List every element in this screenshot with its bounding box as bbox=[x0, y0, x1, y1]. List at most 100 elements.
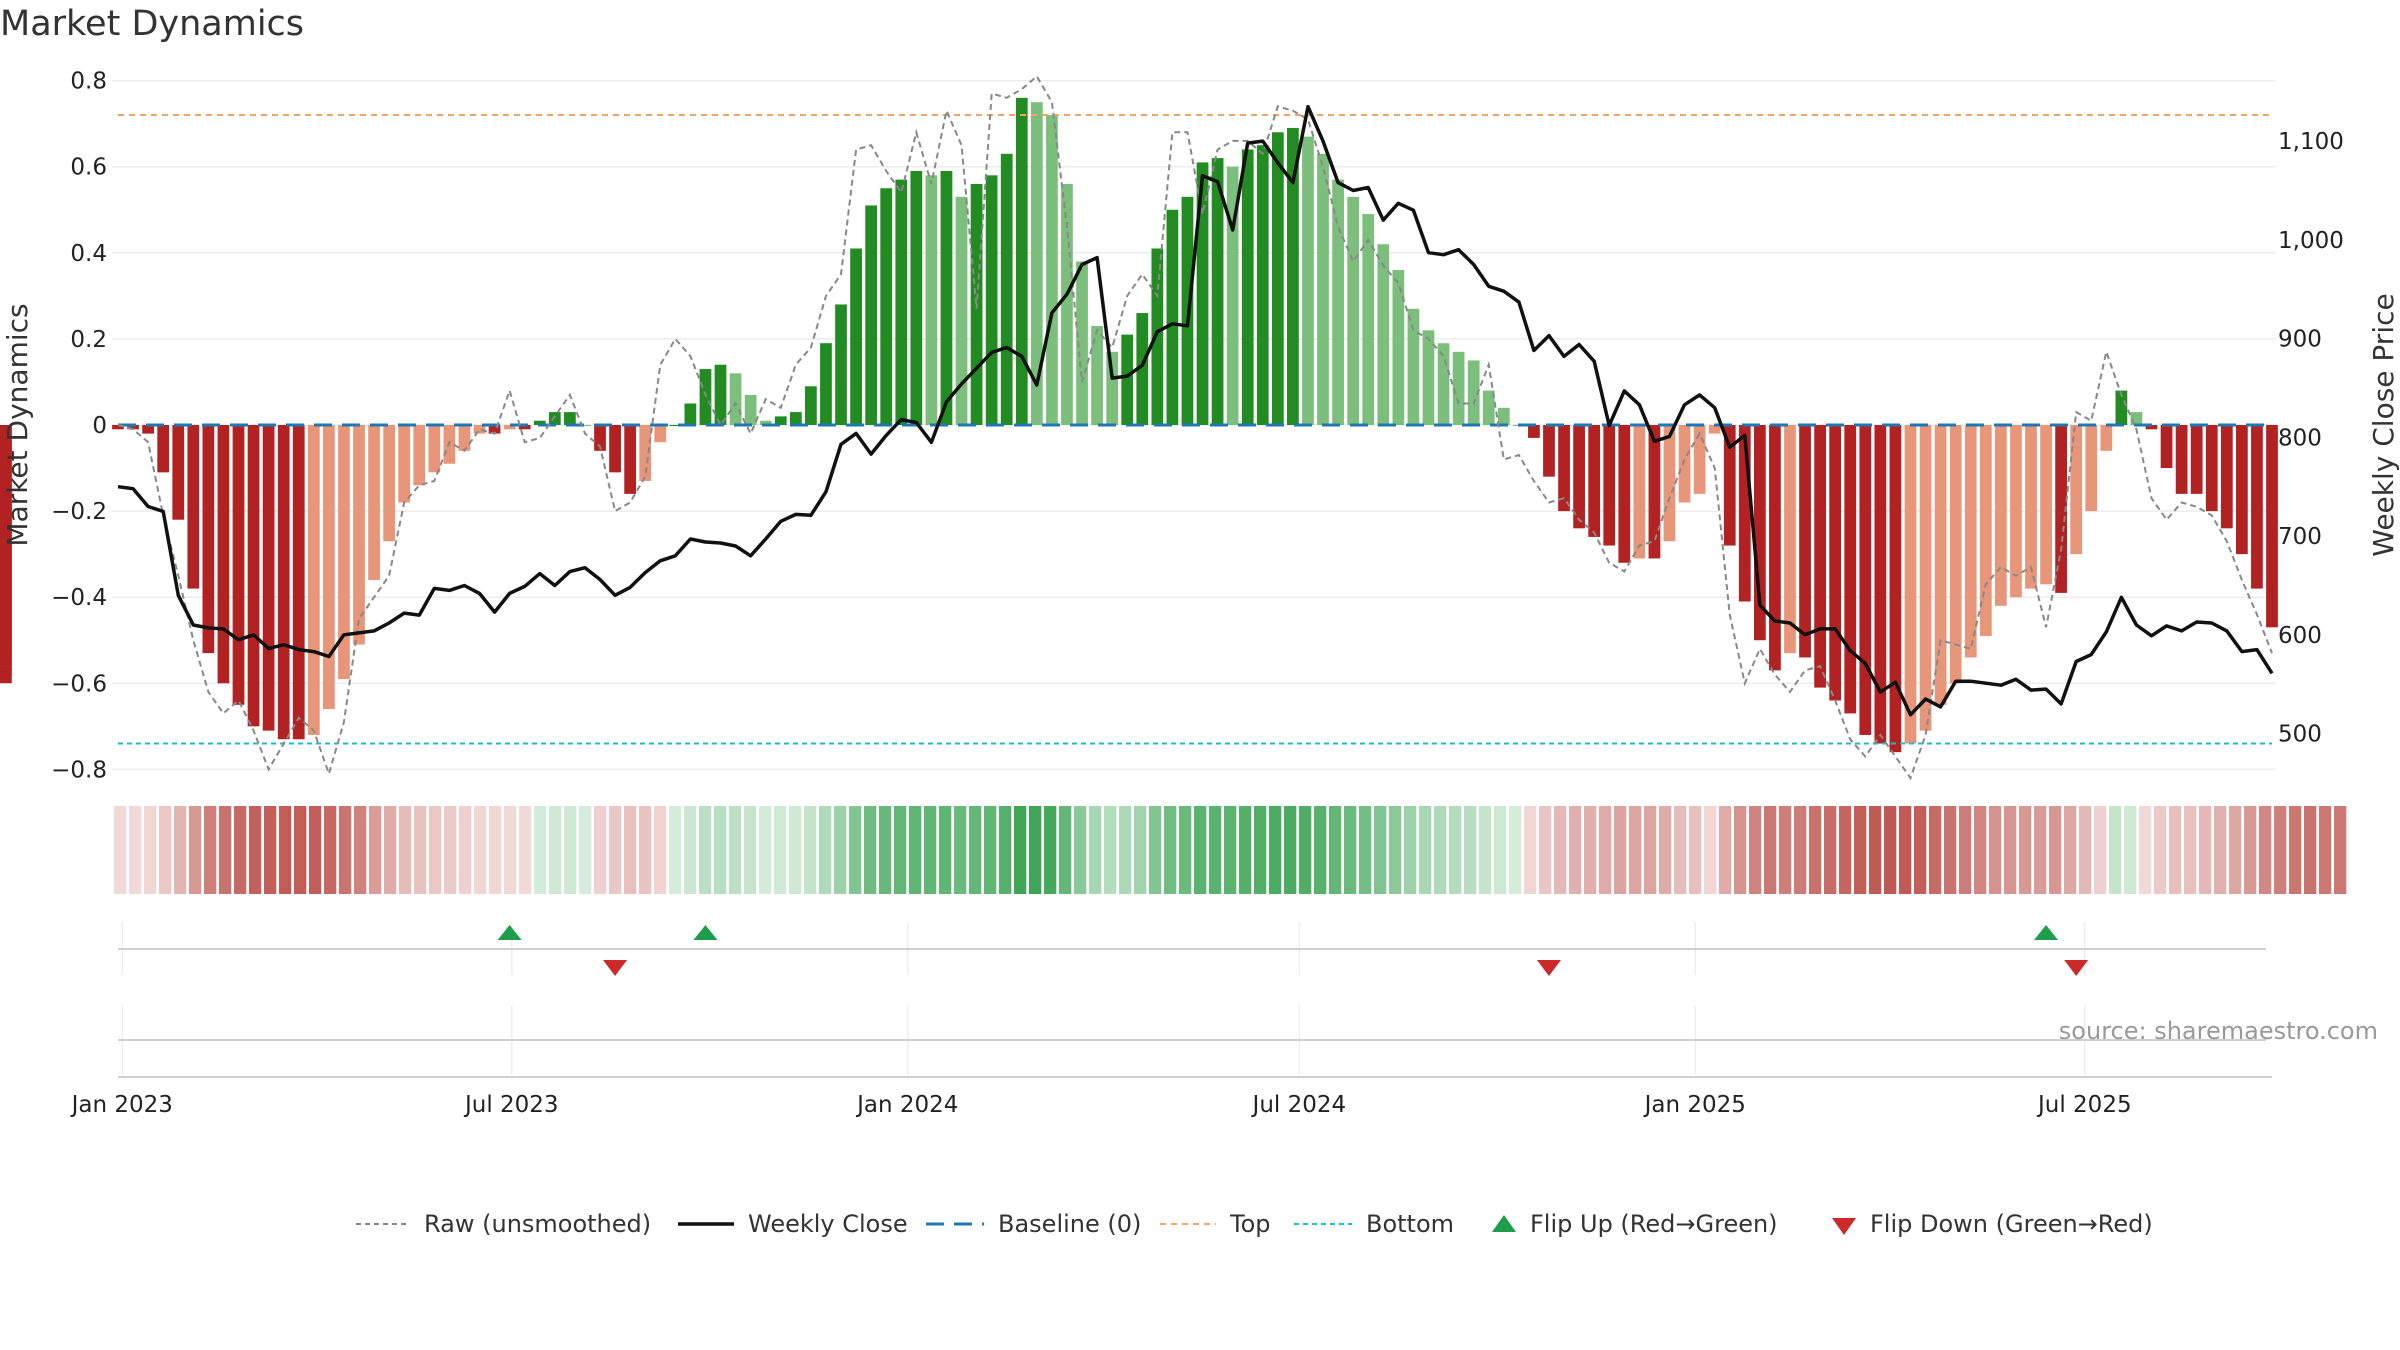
reference-lines bbox=[118, 114, 2272, 745]
flip-down-marker bbox=[2064, 960, 2089, 976]
dynamics-bar bbox=[1392, 270, 1405, 425]
right-tick-label: 800 bbox=[2278, 425, 2322, 451]
left-tick-label: 0.6 bbox=[70, 155, 107, 181]
dynamics-bar bbox=[985, 175, 998, 425]
dynamics-bar bbox=[338, 425, 350, 679]
dynamics-bar bbox=[1844, 425, 1857, 714]
x-tick-label: Jan 2023 bbox=[70, 1092, 173, 1118]
heat-cell bbox=[2049, 806, 2062, 894]
heat-cell bbox=[534, 806, 547, 894]
legend-item-baseline: Baseline (0) bbox=[926, 1210, 1141, 1238]
dynamics-bar bbox=[729, 373, 742, 425]
heat-cell bbox=[1464, 806, 1477, 894]
heat-cell bbox=[1134, 806, 1147, 894]
dynamics-bar bbox=[835, 304, 847, 425]
heat-cell bbox=[759, 806, 772, 894]
time-axis-panel: Jan 2023 Jul 2023 Jan 2024 Jul 2024 Jan 2025… bbox=[70, 1005, 2272, 1118]
flip-up-marker bbox=[693, 925, 718, 940]
heat-cell bbox=[804, 806, 817, 894]
heat-cell bbox=[2064, 806, 2077, 894]
heat-cell bbox=[1974, 806, 1987, 894]
right-tick-label: 500 bbox=[2278, 722, 2322, 748]
dynamics-bar bbox=[1256, 145, 1269, 425]
heat-cell bbox=[354, 806, 367, 894]
heat-cell bbox=[2109, 806, 2122, 894]
dynamics-bar bbox=[1558, 425, 1570, 512]
heat-cell bbox=[189, 806, 202, 894]
heat-cell bbox=[834, 806, 847, 894]
dynamics-bar bbox=[1317, 153, 1329, 426]
heat-cell bbox=[609, 806, 622, 894]
dynamics-bar bbox=[232, 425, 245, 705]
heat-cell bbox=[1629, 806, 1642, 894]
right-axis-label: Weekly Close Price bbox=[2367, 293, 2400, 556]
x-tick-label: Jul 2023 bbox=[463, 1092, 559, 1118]
dynamics-bar bbox=[1347, 196, 1360, 425]
dynamics-bar bbox=[1287, 127, 1299, 426]
dynamics-bar bbox=[112, 425, 124, 430]
heat-cell bbox=[1779, 806, 1792, 894]
dynamics-bar bbox=[1482, 390, 1495, 425]
dynamics-bar bbox=[1618, 425, 1631, 563]
heat-cell bbox=[1179, 806, 1192, 894]
series-lines bbox=[117, 74, 2274, 781]
dynamics-bar bbox=[1000, 153, 1013, 426]
x-tick-label: Jan 2025 bbox=[1643, 1092, 1746, 1118]
heat-cell bbox=[1479, 806, 1492, 894]
dynamics-bar bbox=[579, 425, 591, 426]
legend-item-raw: Raw (unsmoothed) bbox=[356, 1210, 651, 1238]
heat-cell bbox=[279, 806, 292, 894]
heat-cell bbox=[294, 806, 307, 894]
dynamics-bar bbox=[2130, 412, 2143, 425]
dynamics-bar bbox=[1738, 425, 1751, 602]
dynamics-bar bbox=[127, 425, 139, 430]
legend-swatch bbox=[1832, 1218, 1856, 1235]
heat-cell bbox=[1239, 806, 1252, 894]
heat-cell bbox=[1554, 806, 1567, 894]
heat-cell bbox=[1944, 806, 1957, 894]
heat-cell bbox=[849, 806, 862, 894]
heat-cell bbox=[894, 806, 907, 894]
left-axis: 0.8 0.6 0.4 0.2 0 −0.2 −0.4 −0.6 −0.8 Market Dyna… bbox=[1, 69, 107, 784]
heat-cell bbox=[2259, 806, 2272, 894]
heat-cell bbox=[1194, 806, 1207, 894]
heat-cell bbox=[129, 806, 142, 894]
heat-cell bbox=[1284, 806, 1297, 894]
heat-cell bbox=[864, 806, 877, 894]
dynamics-bar bbox=[428, 425, 441, 473]
heat-cell bbox=[1599, 806, 1612, 894]
dynamics-bar bbox=[1753, 425, 1766, 641]
dynamics-bar bbox=[1769, 425, 1781, 671]
left-tick-label: 0.2 bbox=[70, 327, 107, 353]
dynamics-bar bbox=[2040, 425, 2052, 585]
dynamics-bar bbox=[1919, 425, 1932, 731]
heat-cell bbox=[174, 806, 187, 894]
dynamics-bar bbox=[142, 425, 154, 434]
x-tick-label: Jul 2025 bbox=[2036, 1092, 2132, 1118]
heat-cell bbox=[564, 806, 577, 894]
heat-cell bbox=[1404, 806, 1417, 894]
dynamics-bar bbox=[955, 196, 968, 425]
heat-cell bbox=[204, 806, 217, 894]
dynamics-bar bbox=[1904, 425, 1917, 744]
heat-cell bbox=[2214, 806, 2227, 894]
dynamics-bar bbox=[217, 425, 230, 684]
dynamics-bar bbox=[1678, 425, 1691, 503]
dynamics-bar bbox=[277, 425, 290, 740]
heat-cell bbox=[1689, 806, 1702, 894]
heat-cell bbox=[984, 806, 997, 894]
dynamics-bar bbox=[1497, 407, 1510, 425]
dynamics-bar bbox=[1829, 425, 1842, 701]
legend-item-flip_up: Flip Up (Red→Green) bbox=[1492, 1210, 1778, 1238]
right-tick-label: 900 bbox=[2278, 327, 2322, 353]
heat-cell bbox=[594, 806, 607, 894]
dynamics-bar bbox=[1994, 425, 2007, 606]
right-tick-label: 1,000 bbox=[2278, 228, 2344, 254]
right-axis: 1,100 1,000 900 800 700 600 500 Weekly Close Pr… bbox=[2278, 129, 2400, 747]
dynamics-bar bbox=[533, 420, 546, 425]
dynamics-bar bbox=[1121, 334, 1134, 425]
dynamics-bar bbox=[1015, 97, 1028, 425]
heat-cell bbox=[1224, 806, 1237, 894]
heat-cell bbox=[1269, 806, 1282, 894]
